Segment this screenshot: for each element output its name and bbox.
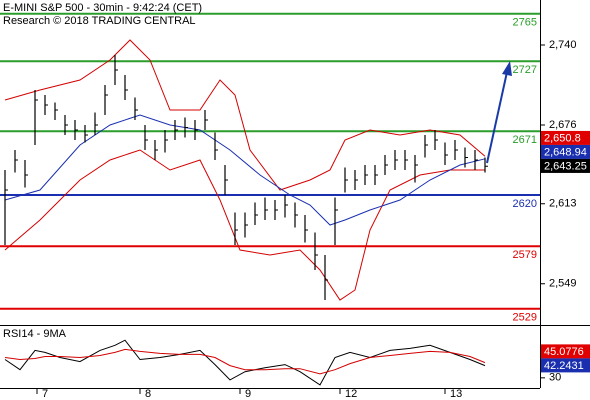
x-tick-label: 7 [42, 388, 48, 400]
price-tag [541, 130, 590, 145]
forecast-arrow [486, 71, 508, 164]
price-tag-label: 45.0776 [544, 346, 584, 358]
x-tick-label: 12 [345, 388, 357, 400]
level-label: 2620 [513, 198, 537, 210]
y-tick-label: 2,740 [549, 39, 577, 51]
chart-title: E-MINI S&P 500 - 30min - 9:42:24 (CET) [3, 2, 202, 14]
x-tick-label: 13 [450, 388, 462, 400]
price-tag [541, 144, 590, 159]
indicator-line [4, 114, 486, 226]
level-label: 2765 [513, 17, 537, 29]
x-tick-label: 9 [245, 388, 251, 400]
rsi-title: RSI14 - 9MA [3, 328, 67, 340]
y-tick-label: 2,613 [549, 198, 577, 210]
level-label: 2579 [513, 249, 537, 261]
chart-subtitle: Research © 2018 TRADING CENTRAL [3, 15, 196, 27]
forecast-arrow-head [502, 61, 512, 76]
indicator-line [4, 149, 485, 301]
price-panel: 2765272726712620257925292,5492,6132,6762… [0, 12, 590, 400]
y-tick-label: 30 [549, 372, 561, 384]
y-tick-label: 2,549 [549, 278, 577, 290]
x-tick-label: 8 [145, 388, 151, 400]
price-tag [541, 158, 590, 173]
level-label: 2529 [513, 312, 537, 324]
indicator-line [4, 39, 486, 191]
price-tag-label: 2,648.94 [544, 146, 587, 158]
price-tag-label: 2,643.25 [544, 160, 587, 172]
price-tag-label: 42.2431 [544, 360, 584, 372]
price-tag-label: 2,650.8 [544, 132, 581, 144]
indicator-line [4, 348, 486, 375]
price-tag [541, 344, 590, 359]
rsi-panel: 30 45.0776 42.2431 [4, 339, 590, 386]
level-label: 2671 [513, 134, 537, 146]
level-label: 2727 [513, 64, 537, 76]
indicator-line [4, 339, 486, 386]
price-tag [541, 358, 590, 373]
y-tick-label: 2,676 [549, 119, 577, 131]
